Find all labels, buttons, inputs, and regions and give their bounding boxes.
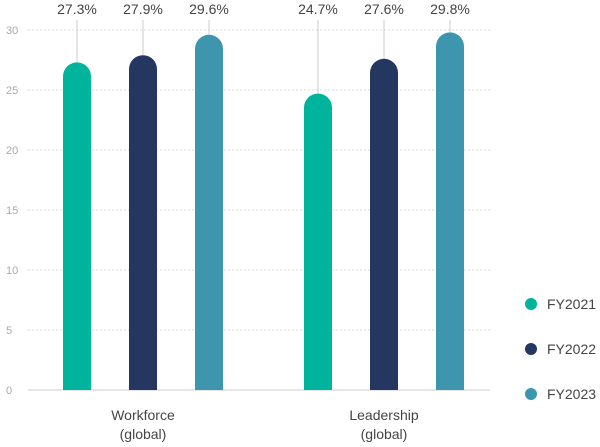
x-category-label: (global): [120, 426, 167, 442]
y-tick-label: 10: [6, 265, 18, 277]
legend-item-fy2021: FY2021: [525, 294, 596, 314]
legend-swatch-fy2022: [525, 343, 537, 355]
legend-label-fy2023: FY2023: [547, 386, 597, 402]
bar: [370, 58, 398, 391]
legend: FY2021 FY2022 FY2023: [525, 294, 596, 429]
y-tick-label: 5: [6, 325, 12, 337]
data-label: 24.7%: [298, 1, 338, 17]
data-label: 29.6%: [189, 1, 229, 17]
y-tick-label: 15: [6, 205, 18, 217]
y-tick-label: 30: [6, 25, 18, 37]
legend-item-fy2023: FY2023: [525, 384, 596, 404]
x-category-label: Workforce: [111, 407, 175, 423]
y-tick-label: 20: [6, 145, 18, 157]
bar: [63, 62, 91, 391]
legend-label-fy2021: FY2021: [547, 296, 597, 312]
data-label: 29.8%: [430, 1, 470, 17]
legend-label-fy2022: FY2022: [547, 341, 597, 357]
x-category-label: (global): [361, 426, 408, 442]
bar: [304, 93, 332, 390]
x-category-label: Leadership: [349, 407, 418, 423]
data-label: 27.9%: [123, 1, 163, 17]
legend-swatch-fy2021: [525, 298, 537, 310]
y-tick-label: 0: [6, 385, 12, 397]
bar: [195, 34, 223, 391]
bar: [129, 55, 157, 390]
legend-swatch-fy2023: [525, 388, 537, 400]
data-label: 27.3%: [57, 1, 97, 17]
legend-item-fy2022: FY2022: [525, 339, 596, 359]
y-tick-label: 25: [6, 85, 18, 97]
data-label: 27.6%: [364, 1, 404, 17]
bar: [436, 32, 464, 391]
